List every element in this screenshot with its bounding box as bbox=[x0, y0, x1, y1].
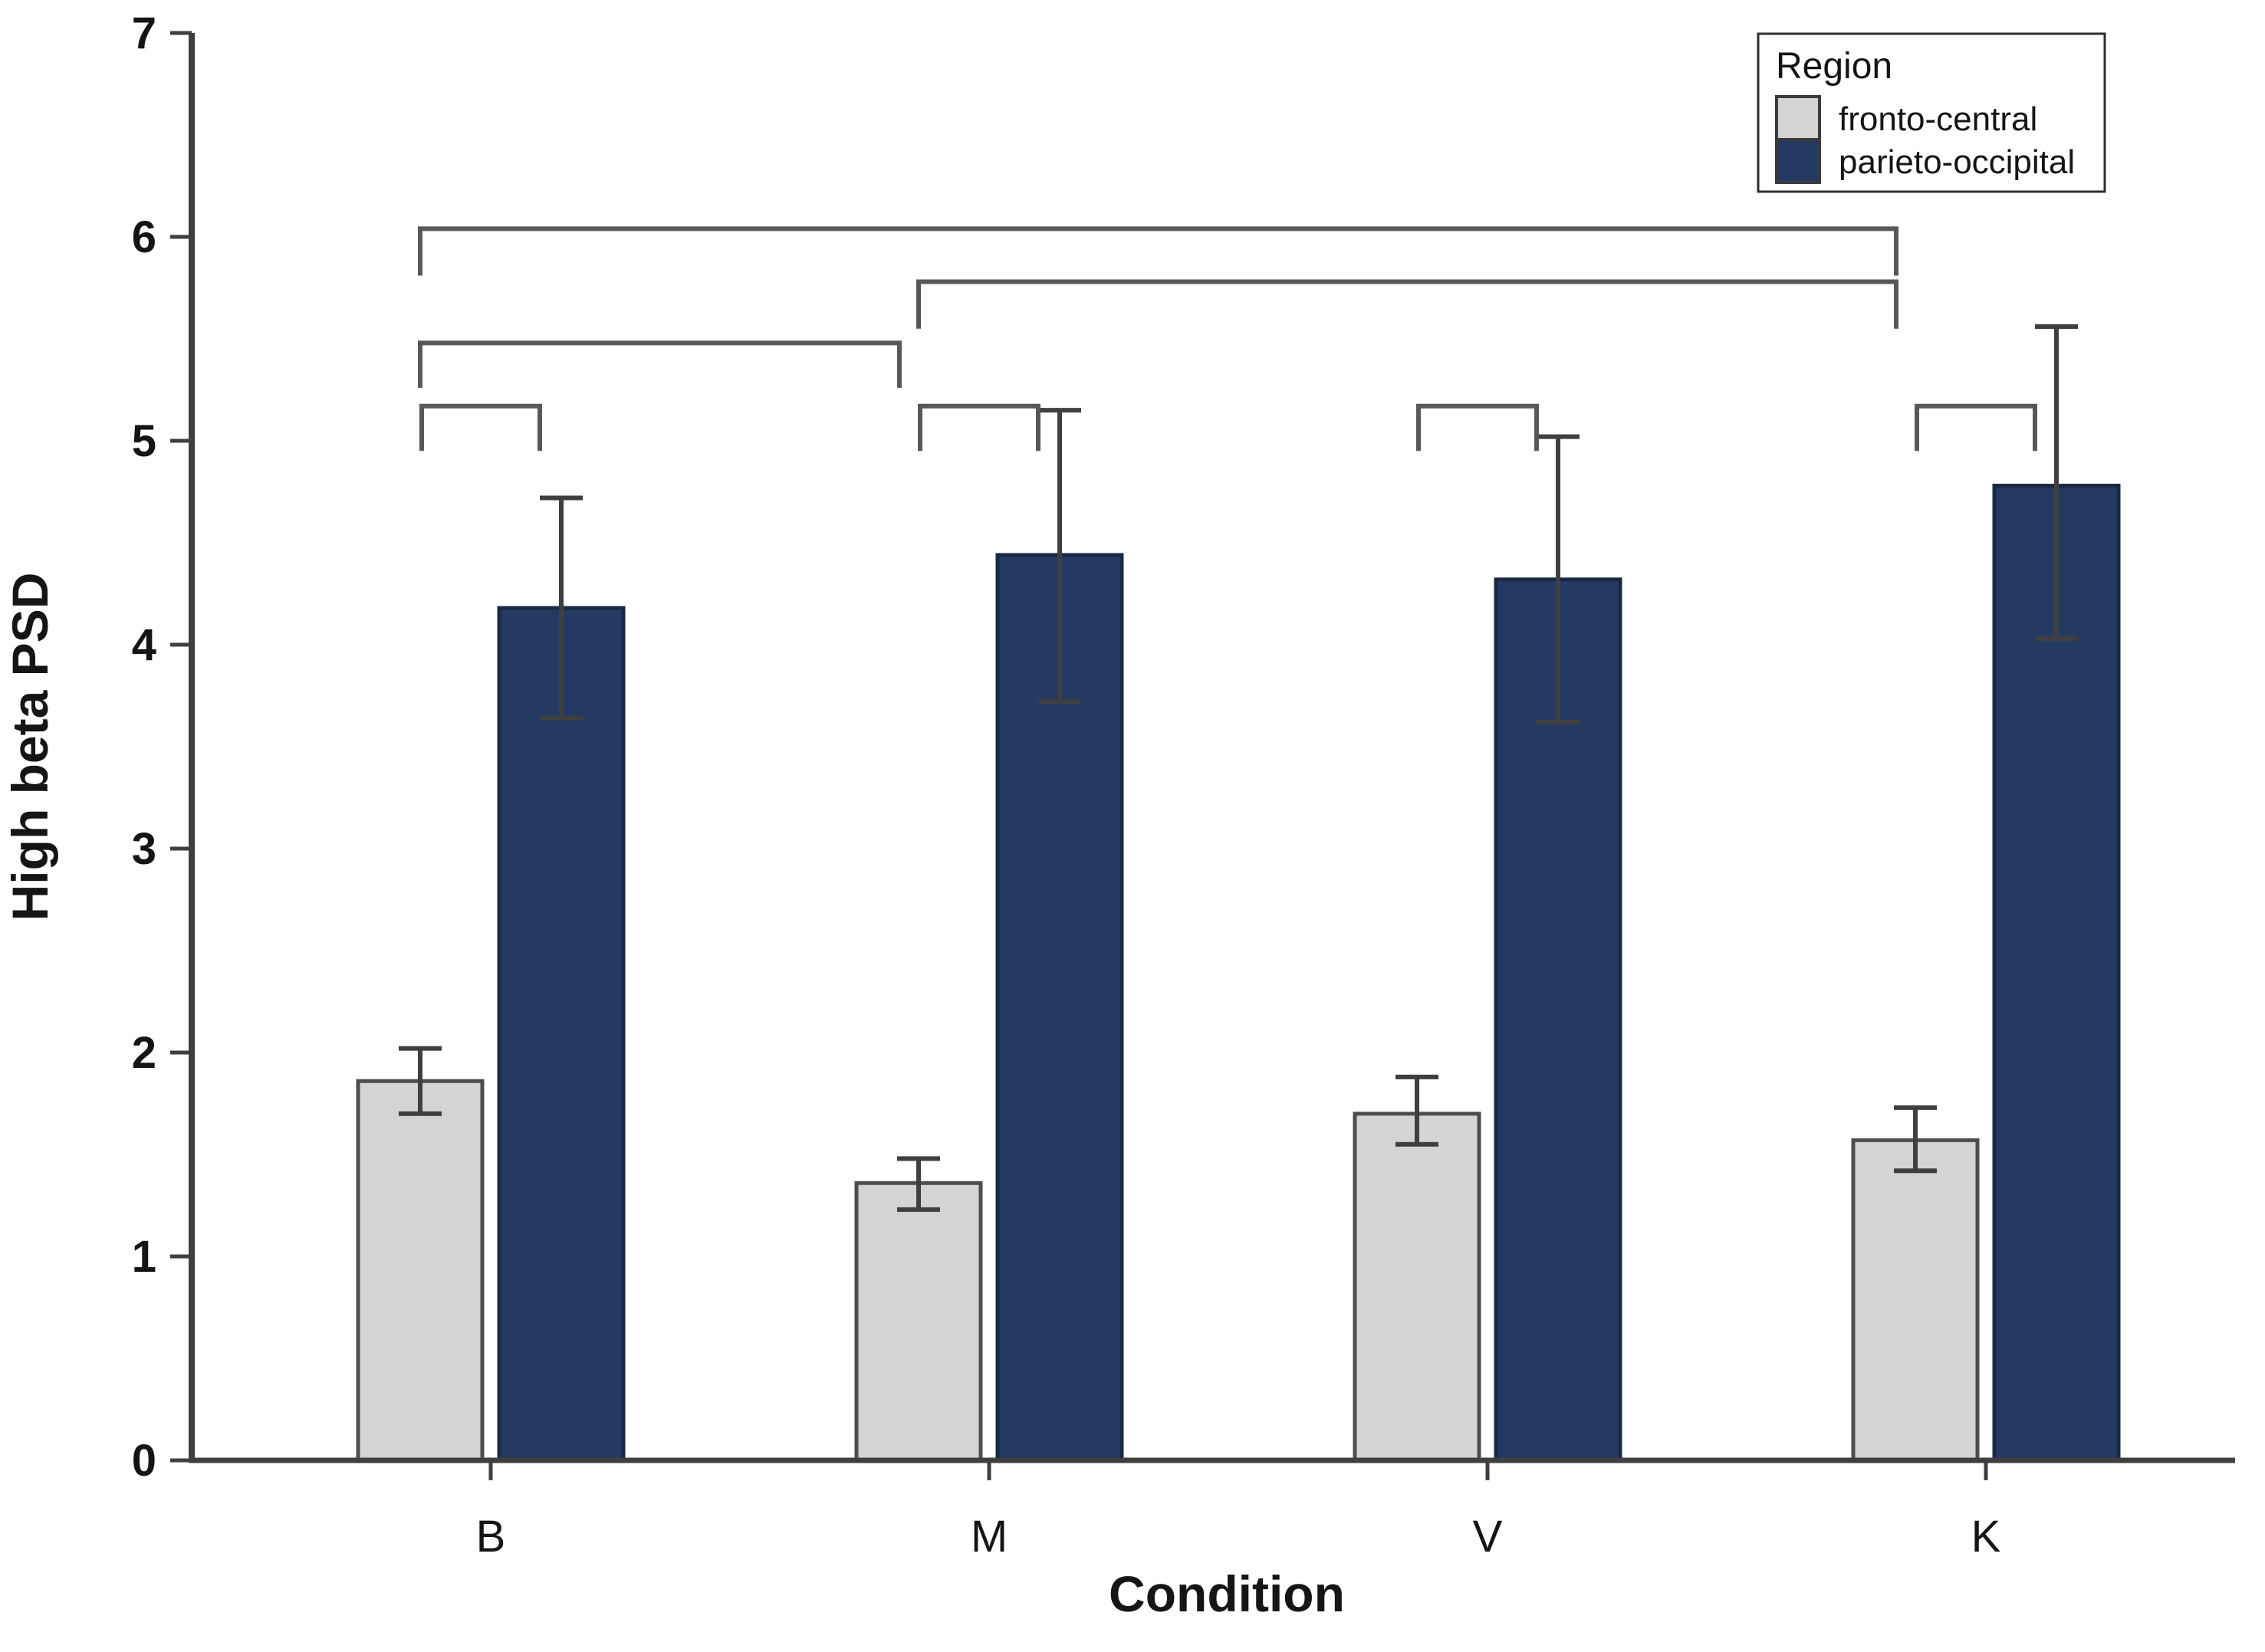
x-tick-label-M: M bbox=[971, 1512, 1008, 1562]
y-tick-label-4: 4 bbox=[132, 620, 156, 670]
significance-bracket-within-V bbox=[1416, 403, 1539, 452]
legend-swatch-parieto-occipital bbox=[1775, 138, 1821, 184]
error-bar-M-fronto-central bbox=[897, 1156, 940, 1212]
error-bar-K-fronto-central bbox=[1894, 1105, 1937, 1174]
y-tick-label-0: 0 bbox=[132, 1436, 156, 1486]
y-tick-label-5: 5 bbox=[132, 416, 156, 466]
bar-B-fronto-central bbox=[356, 1079, 485, 1463]
plot-area: 0 1 2 3 4 5 6 7 B M V K bbox=[132, 8, 2235, 1562]
significance-bracket-within-B bbox=[419, 403, 542, 452]
y-tick-label-1: 1 bbox=[132, 1232, 156, 1282]
significance-bracket-within-M bbox=[918, 403, 1040, 452]
significance-bracket-B-M bbox=[418, 340, 902, 388]
bar-V-parieto-occipital bbox=[1494, 577, 1622, 1463]
significance-bracket-M-K bbox=[916, 279, 1898, 329]
y-tick-label-3: 3 bbox=[132, 824, 156, 874]
significance-bracket-within-K bbox=[1915, 403, 2037, 452]
bar-K-fronto-central bbox=[1851, 1138, 1980, 1463]
error-bar-K-parieto-occipital bbox=[2035, 324, 2078, 642]
legend: Region fronto-central parieto-occipital bbox=[1757, 32, 2106, 193]
legend-swatch-fronto-central bbox=[1775, 95, 1821, 141]
y-tick-label-6: 6 bbox=[132, 212, 156, 262]
bar-M-parieto-occipital bbox=[995, 553, 1124, 1463]
x-tick-label-V: V bbox=[1473, 1512, 1503, 1562]
x-tick-label-K: K bbox=[1971, 1512, 2001, 1562]
bar-M-fronto-central bbox=[854, 1181, 983, 1463]
error-bar-B-parieto-occipital bbox=[540, 495, 583, 721]
y-tick-label-7: 7 bbox=[132, 8, 156, 58]
y-axis-title: High beta PSD bbox=[2, 573, 58, 921]
legend-label-parieto-occipital: parieto-occipital bbox=[1839, 143, 2075, 181]
legend-title: Region bbox=[1776, 46, 1892, 87]
x-tick-label-B: B bbox=[476, 1512, 506, 1562]
bar-B-parieto-occipital bbox=[497, 606, 626, 1463]
y-tick-label-2: 2 bbox=[132, 1028, 156, 1078]
error-bar-V-fronto-central bbox=[1395, 1074, 1438, 1147]
bar-V-fronto-central bbox=[1353, 1112, 1481, 1463]
error-bar-V-parieto-occipital bbox=[1537, 434, 1580, 725]
x-axis-title: Condition bbox=[1109, 1565, 1345, 1622]
significance-bracket-B-K bbox=[418, 226, 1898, 276]
legend-label-fronto-central: fronto-central bbox=[1839, 100, 2037, 138]
error-bar-B-fronto-central bbox=[399, 1046, 442, 1116]
error-bar-M-parieto-occipital bbox=[1038, 408, 1081, 704]
